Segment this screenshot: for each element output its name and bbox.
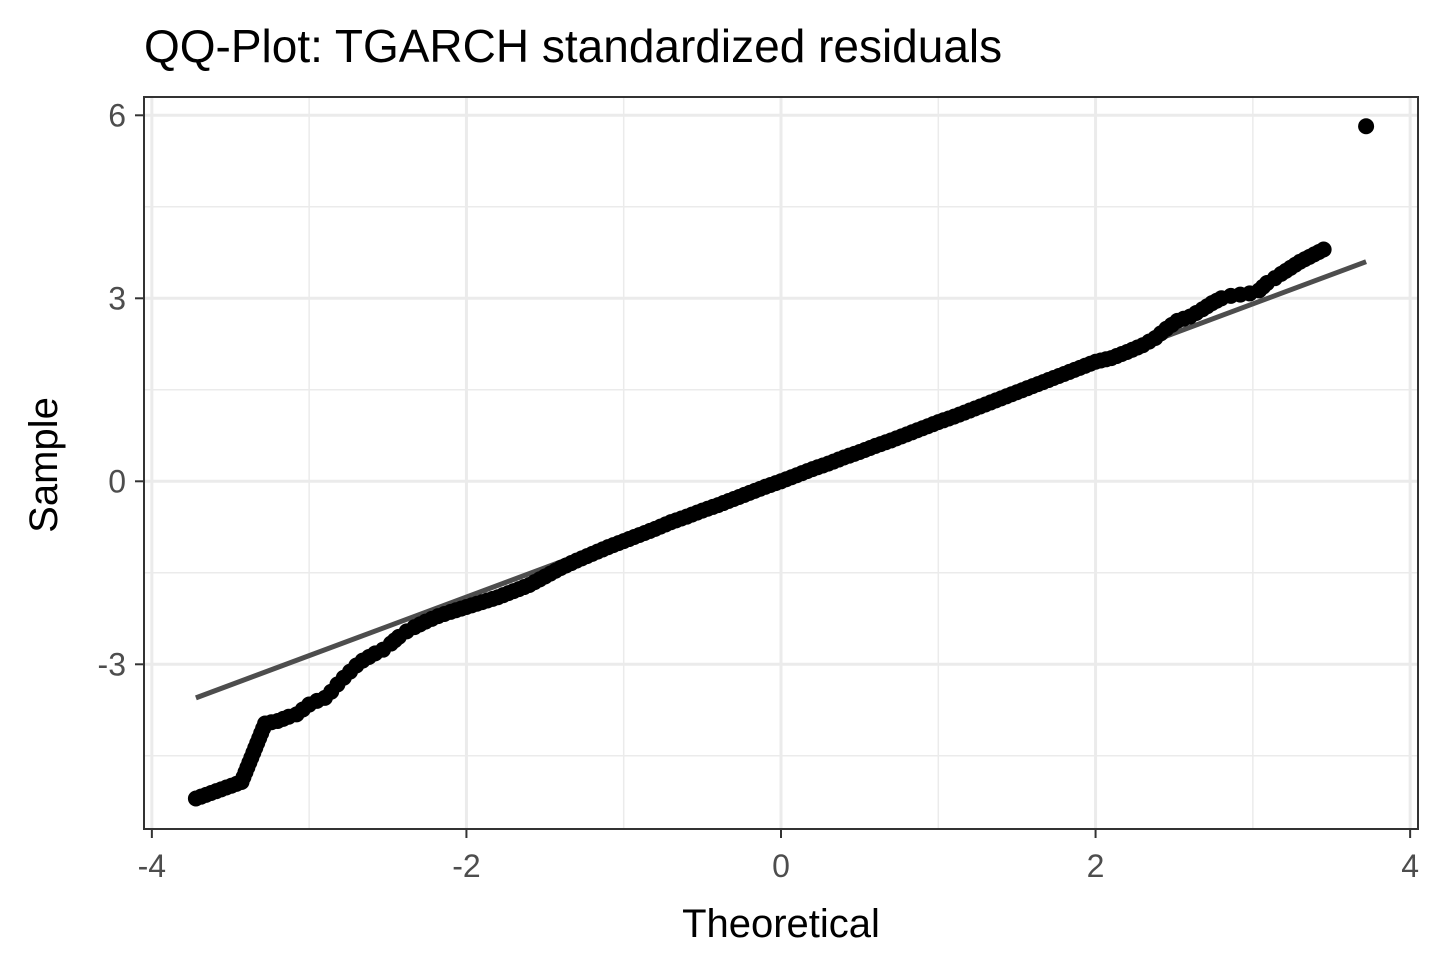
data-point: [1315, 241, 1332, 258]
y-axis-ticks: -3 0 3 6: [98, 97, 144, 682]
sample-points: [187, 118, 1375, 807]
chart-title: QQ-Plot: TGARCH standardized residuals: [144, 20, 1002, 72]
y-tick-label: -3: [98, 646, 126, 682]
x-tick-label: 4: [1401, 848, 1419, 884]
data-point: [1358, 118, 1375, 135]
x-tick-label: 2: [1087, 848, 1105, 884]
y-axis-title: Sample: [22, 397, 66, 533]
x-axis-title: Theoretical: [682, 902, 880, 946]
x-tick-label: -2: [452, 848, 480, 884]
y-tick-label: 0: [108, 463, 126, 499]
x-axis-ticks: -4 -2 0 2 4: [138, 829, 1419, 884]
x-tick-label: 0: [772, 848, 790, 884]
y-tick-label: 6: [108, 97, 126, 133]
y-tick-label: 3: [108, 280, 126, 316]
x-tick-label: -4: [138, 848, 166, 884]
